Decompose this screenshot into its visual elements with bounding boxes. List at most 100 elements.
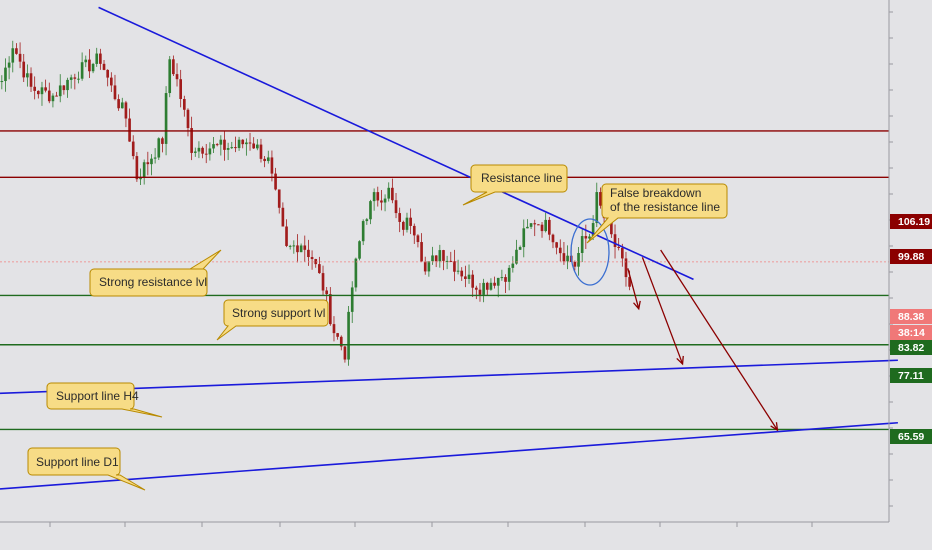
- callout-strong-resistance-text: Strong resistance lvl: [99, 275, 207, 289]
- candle-body: [347, 311, 350, 360]
- candle-body: [40, 87, 44, 95]
- candle-body: [329, 294, 332, 325]
- candle-body: [551, 234, 555, 243]
- candle-body: [544, 219, 547, 232]
- candle-body: [223, 139, 226, 150]
- false-breakdown-circle: [570, 218, 610, 286]
- candle-body: [493, 282, 496, 286]
- candle-body: [248, 142, 252, 144]
- candle-body: [394, 200, 398, 214]
- candle-body: [131, 141, 135, 157]
- candle-body: [120, 102, 124, 109]
- candle-body: [482, 282, 485, 295]
- candle-body: [168, 59, 172, 94]
- candle-body: [518, 247, 522, 250]
- candle-body: [102, 63, 106, 70]
- candle-body: [464, 276, 467, 280]
- candle-body: [423, 261, 427, 272]
- price-label-77: 77.11: [890, 368, 932, 383]
- candle-body: [208, 148, 212, 155]
- candle-body: [219, 139, 223, 145]
- projection-arrows: [627, 249, 779, 432]
- callout-false-breakdown[interactable]: False breakdown of the resistance line: [586, 183, 728, 244]
- candle-body: [391, 187, 394, 201]
- candle-body: [558, 247, 562, 254]
- candle-body: [26, 73, 29, 78]
- candle-body: [69, 77, 73, 80]
- candle-body: [628, 277, 631, 287]
- time-axis-ticks: [49, 522, 813, 527]
- candle-body: [580, 236, 584, 254]
- candle-body: [456, 270, 460, 272]
- candle-body: [161, 138, 164, 144]
- callout-support-d1[interactable]: Support line D1: [27, 447, 146, 491]
- candle-body: [504, 277, 507, 282]
- candle-body: [577, 253, 580, 267]
- candle-body: [201, 147, 204, 154]
- price-label-83: 83.82: [890, 340, 932, 355]
- candle-body: [95, 53, 99, 64]
- candle-body: [453, 261, 456, 272]
- candle-body: [77, 78, 80, 80]
- candlestick-series: [0, 40, 631, 366]
- candle-body: [135, 156, 139, 180]
- price-label-99-text: 99.88: [898, 251, 924, 263]
- candle-body: [467, 274, 471, 280]
- candle-body: [204, 153, 208, 155]
- callout-resistance-line[interactable]: Resistance line: [462, 164, 568, 206]
- candle-body: [511, 263, 515, 268]
- projection-arrow-2: [660, 249, 778, 431]
- candle-body: [252, 143, 255, 149]
- candle-body: [471, 274, 474, 288]
- price-label-77-text: 77.11: [898, 370, 924, 382]
- candle-body: [226, 148, 230, 150]
- candle-body: [299, 245, 303, 253]
- candle-body: [62, 85, 66, 91]
- candle-body: [22, 61, 26, 78]
- candle-body: [588, 236, 591, 239]
- horizontal-levels: [0, 130, 889, 431]
- candle-body: [427, 261, 431, 272]
- candle-body: [237, 139, 241, 149]
- candle-body: [489, 282, 493, 290]
- candle-body: [153, 157, 157, 159]
- candle-body: [256, 144, 259, 149]
- candle-body: [263, 158, 266, 162]
- trend-line-2: [0, 421, 898, 490]
- candle-body: [339, 336, 343, 347]
- candle-body: [106, 69, 109, 78]
- candle-body: [212, 144, 215, 149]
- candle-body: [33, 86, 36, 91]
- candle-body: [376, 192, 380, 201]
- candle-body: [73, 77, 77, 79]
- candle-body: [91, 63, 95, 72]
- candle-body: [186, 109, 190, 129]
- candle-body: [190, 128, 193, 153]
- candle-body: [383, 198, 387, 203]
- callout-resistance-line-text: Resistance line: [481, 171, 563, 185]
- candle-body: [460, 270, 464, 277]
- candle-body: [157, 138, 161, 158]
- candle-body: [234, 147, 237, 149]
- candle-body: [11, 48, 15, 63]
- candle-body: [548, 219, 551, 235]
- candle-body: [274, 173, 277, 190]
- candle-body: [380, 200, 383, 203]
- candle-body: [591, 223, 595, 237]
- price-label-65: 65.59: [890, 429, 932, 444]
- candle-body: [442, 250, 445, 261]
- candle-body: [288, 245, 292, 247]
- callout-support-h4[interactable]: Support line H4: [46, 382, 163, 418]
- candle-body: [175, 74, 179, 80]
- price-label-99: 99.88: [890, 249, 932, 264]
- candle-body: [350, 287, 354, 312]
- callout-strong-resistance[interactable]: Strong resistance lvl: [89, 249, 222, 297]
- candle-body: [44, 87, 47, 91]
- candle-body: [142, 162, 146, 178]
- candle-body: [18, 53, 22, 62]
- callout-strong-support[interactable]: Strong support lvl: [216, 299, 329, 341]
- price-label-current-text: 88.38: [898, 311, 924, 323]
- projection-arrowhead-0: [633, 300, 641, 311]
- candle-body: [277, 189, 281, 208]
